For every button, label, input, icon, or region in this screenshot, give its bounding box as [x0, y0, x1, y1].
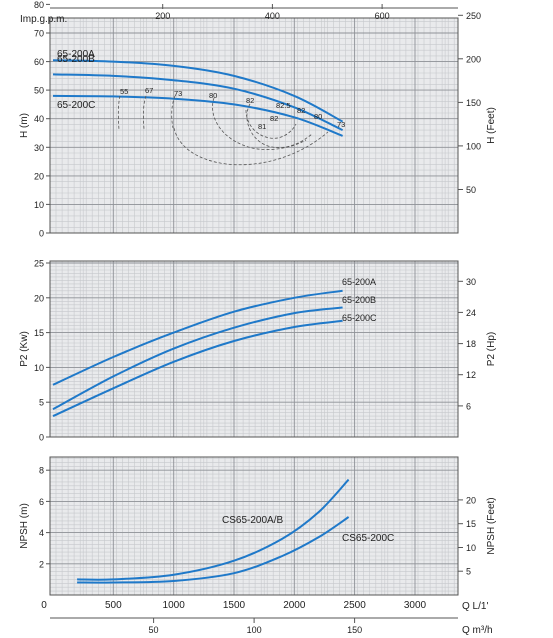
y-axis-title: P2 (Kw) — [19, 331, 30, 367]
efficiency-label: 80 — [314, 112, 322, 121]
y-right-axis-title: NPSH (Feet) — [486, 497, 497, 554]
efficiency-contour — [171, 95, 176, 129]
y-right-axis-title: P2 (Hp) — [486, 332, 497, 366]
series-label: 65-200B — [57, 54, 95, 65]
y-right-tick-label: 24 — [466, 308, 476, 318]
efficiency-label: 82 — [246, 96, 254, 105]
plot-frame — [49, 260, 459, 438]
y-right-axis-title: H (Feet) — [486, 107, 497, 144]
y-right-tick-label: 18 — [466, 339, 476, 349]
series-label: 65-200C — [57, 100, 95, 111]
series-line — [52, 73, 344, 132]
top-tick-label: 400 — [265, 11, 280, 21]
series-line — [52, 59, 344, 123]
y-right-tick-label: 200 — [466, 54, 481, 64]
x-axis-title: Q L/1' — [462, 601, 488, 612]
plot-frame — [49, 456, 459, 596]
y-tick-label: 0 — [39, 229, 44, 239]
x-tick-label: 500 — [105, 600, 122, 611]
efficiency-label: 73 — [337, 120, 345, 129]
x-tick-label: 2500 — [344, 600, 367, 611]
y-right-tick-label: 20 — [466, 495, 476, 505]
top-tick-label: 600 — [375, 11, 390, 21]
y-tick-label: 30 — [34, 143, 44, 153]
efficiency-contour — [173, 127, 329, 166]
plot-area — [50, 261, 458, 437]
series-label: CS65-200C — [342, 533, 394, 544]
efficiency-contour — [212, 97, 307, 150]
y-tick-label: 0 — [39, 433, 44, 443]
y-tick-label: 60 — [34, 57, 44, 67]
efficiency-label: 67 — [145, 86, 153, 95]
series-label: CS65-200A/B — [222, 515, 283, 526]
series-line — [52, 306, 343, 411]
y-right-tick-label: 30 — [466, 277, 476, 287]
efficiency-contour — [246, 103, 313, 149]
y-tick-label: 20 — [34, 171, 44, 181]
y-right-tick-label: 50 — [466, 185, 476, 195]
y-tick-label: 70 — [34, 29, 44, 39]
series-line — [52, 94, 343, 137]
efficiency-label: 55 — [120, 87, 128, 96]
series-label: 65-200A — [342, 277, 376, 287]
series-label: 65-200C — [342, 313, 377, 323]
efficiency-label: 73 — [174, 89, 182, 98]
bottom-tick-label: 150 — [347, 625, 362, 635]
efficiency-contour — [117, 95, 121, 131]
y-axis-title: H (m) — [19, 113, 30, 138]
x-tick-label: 1000 — [163, 600, 186, 611]
efficiency-contour — [143, 95, 147, 130]
y-tick-label: 2 — [39, 559, 44, 569]
y-tick-label: 20 — [34, 293, 44, 303]
series-line — [77, 516, 350, 584]
y-right-tick-label: 5 — [466, 567, 471, 577]
y-tick-label: 40 — [34, 114, 44, 124]
y-tick-label: 6 — [39, 497, 44, 507]
x-axis-title-2: Q m³/h — [462, 625, 493, 636]
y-right-tick-label: 6 — [466, 401, 471, 411]
y-axis-title: NPSH (m) — [19, 503, 30, 549]
x-tick-label: 3000 — [404, 600, 427, 611]
y-tick-label: 10 — [34, 363, 44, 373]
y-tick-label: 80 — [34, 0, 44, 10]
y-right-tick-label: 100 — [466, 141, 481, 151]
series-line — [52, 289, 343, 386]
y-tick-label: 10 — [34, 200, 44, 210]
x-tick-label: 1500 — [223, 600, 246, 611]
efficiency-label: 80 — [209, 91, 217, 100]
top-axis-unit: Imp.g.p.m. — [20, 14, 67, 25]
panel-power: 0 5 10 15 20 25 6 12 18 24 30 P2 (Kw) P2 (Hp) — [19, 259, 497, 443]
efficiency-label: 82 — [270, 114, 278, 123]
x-tick-label: 0 — [41, 600, 47, 611]
top-tick-label: 200 — [155, 11, 170, 21]
y-right-tick-label: 15 — [466, 519, 476, 529]
y-tick-label: 5 — [39, 398, 44, 408]
y-right-tick-label: 10 — [466, 543, 476, 553]
y-right-tick-label: 12 — [466, 370, 476, 380]
x-tick-label: 2000 — [283, 600, 306, 611]
panel-head: 0 10 20 30 40 50 60 70 80 50 100 150 200 250 H (m) H (F… — [19, 0, 497, 239]
series-line — [77, 478, 350, 581]
bottom-tick-label: 50 — [149, 625, 159, 635]
series-line — [52, 319, 343, 418]
y-tick-label: 15 — [34, 328, 44, 338]
efficiency-label: 82.5 — [276, 101, 291, 110]
plot-area — [50, 18, 458, 233]
bottom-tick-label: 100 — [247, 625, 262, 635]
efficiency-label: 81 — [258, 122, 266, 131]
plot-area — [50, 457, 458, 595]
series-label: 65-200B — [342, 295, 376, 305]
efficiency-contour — [245, 109, 297, 139]
y-tick-label: 50 — [34, 86, 44, 96]
y-tick-label: 8 — [39, 466, 44, 476]
plot-frame — [49, 17, 459, 234]
series-label: 65-200A — [57, 49, 95, 60]
y-right-tick-label: 150 — [466, 98, 481, 108]
y-tick-label: 25 — [34, 259, 44, 269]
efficiency-label: 82 — [297, 106, 305, 115]
panel-npsh: 2 4 6 8 5 10 15 20 NPSH (m) NPSH (Feet) — [19, 456, 497, 596]
y-tick-label: 4 — [39, 528, 44, 538]
y-right-tick-label: 250 — [466, 11, 481, 21]
